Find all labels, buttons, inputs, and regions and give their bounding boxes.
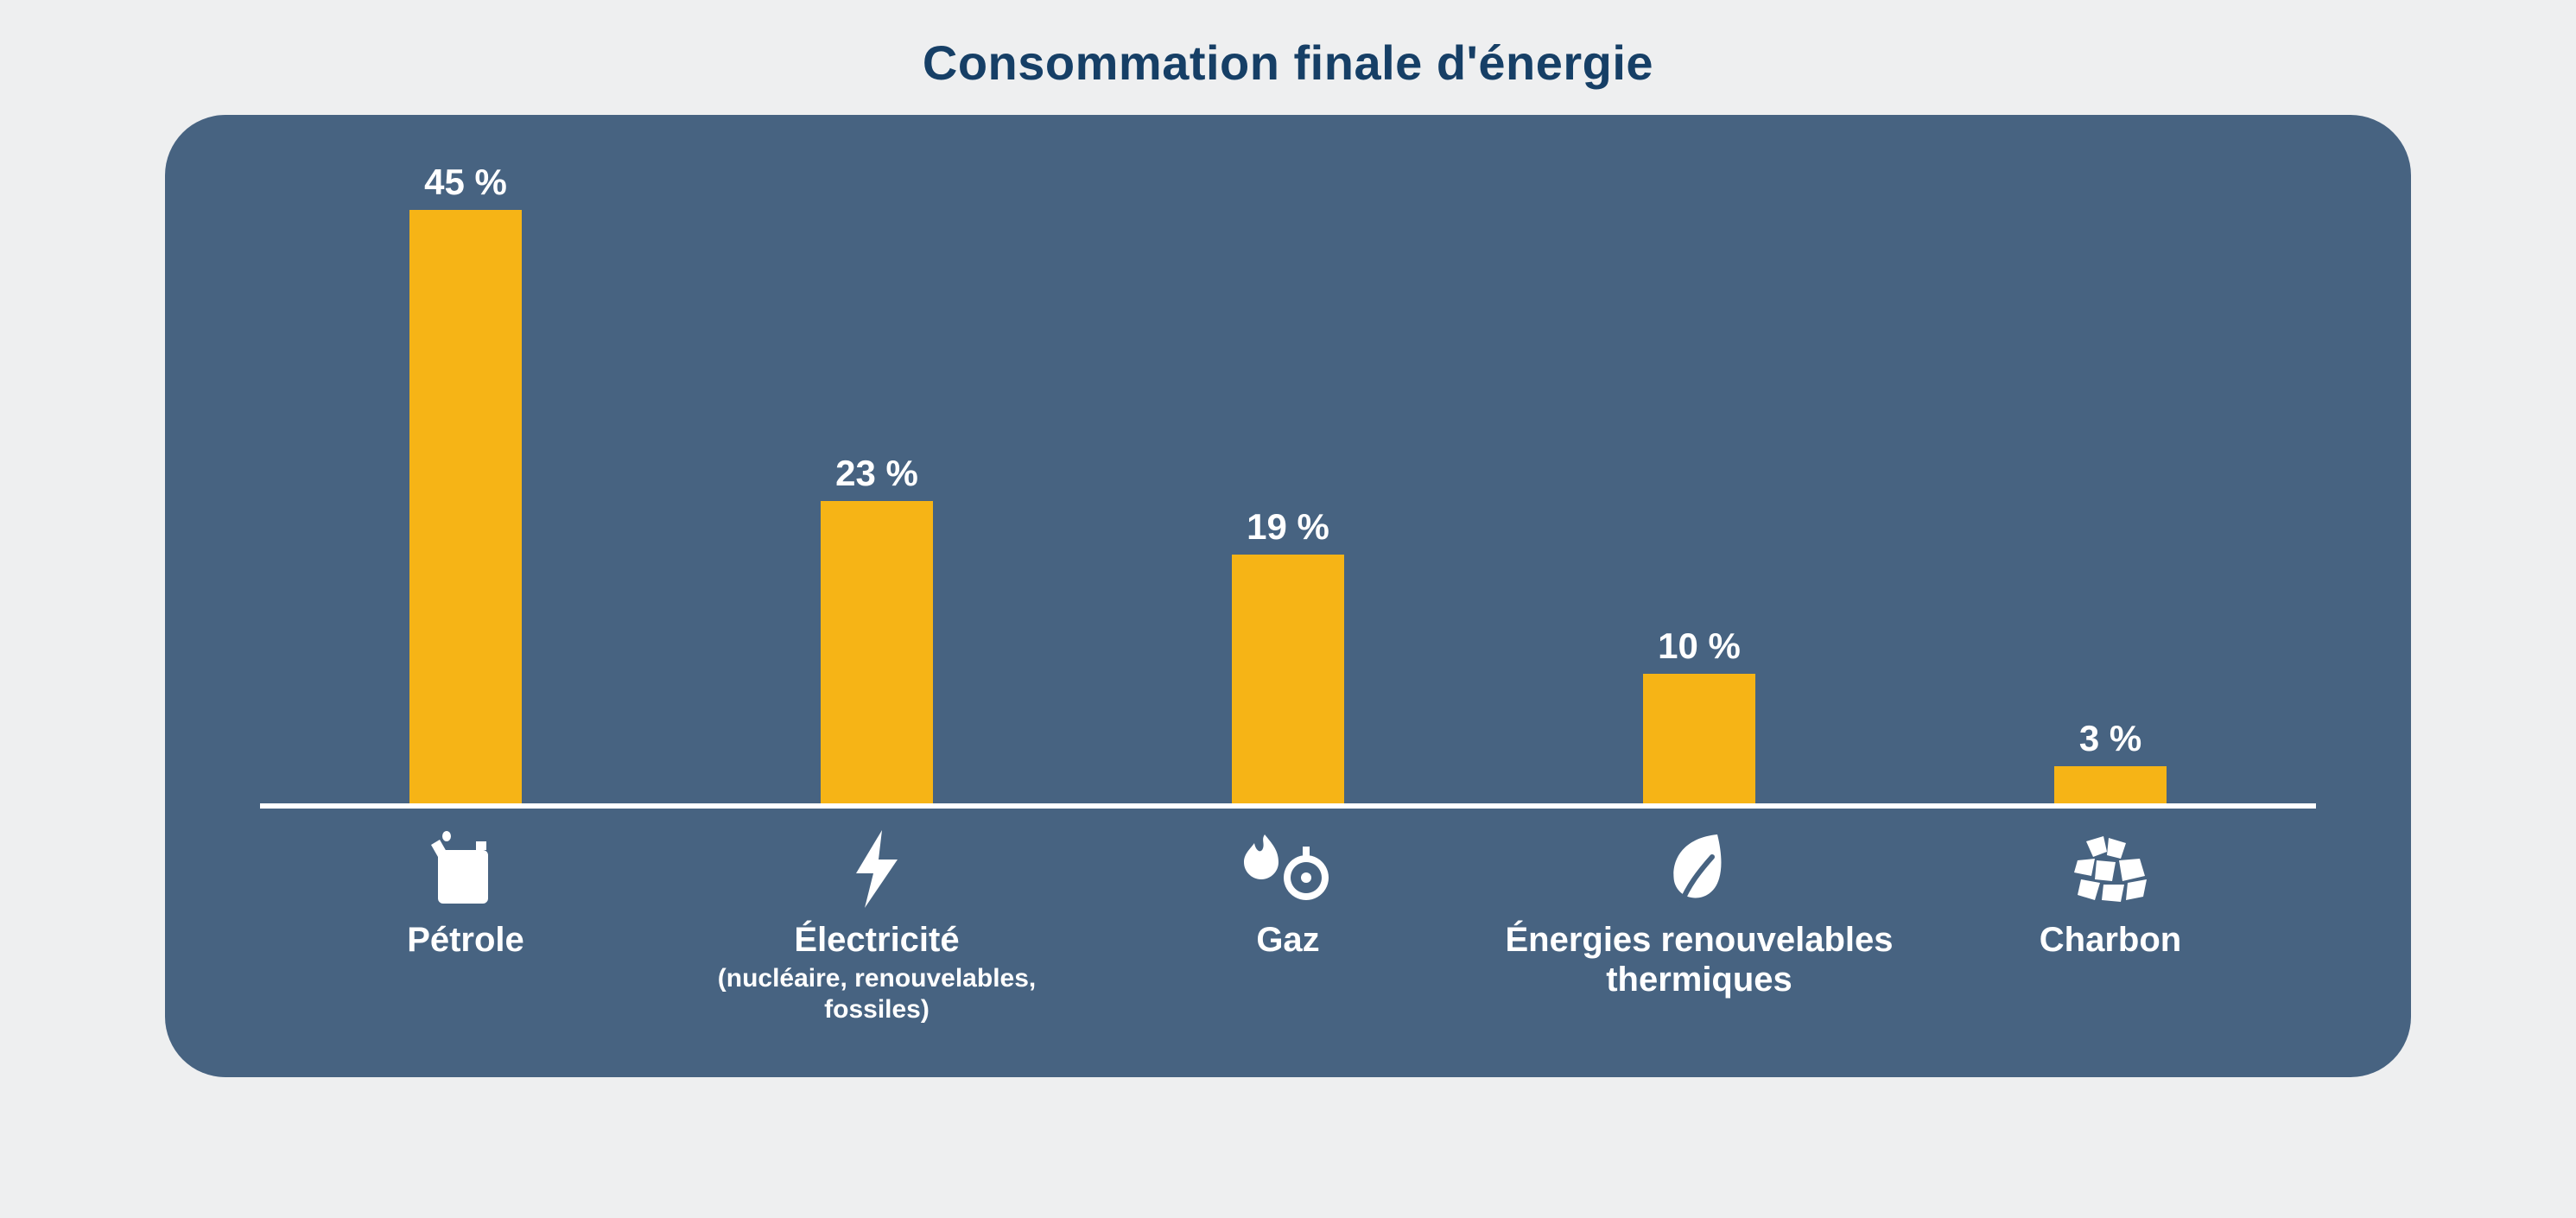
electricity-icon xyxy=(849,830,904,908)
bar xyxy=(821,501,933,806)
bar-value: 19 % xyxy=(1247,506,1329,548)
label-col-charbon: Charbon xyxy=(1905,830,2316,1025)
label-col-gaz: Gaz xyxy=(1082,830,1494,1025)
labels-row: Pétrole Électricité (nucléaire, renouvel… xyxy=(260,830,2316,1025)
bar xyxy=(1643,674,1755,806)
label-col-petrole: Pétrole xyxy=(260,830,671,1025)
gas-icon xyxy=(1240,830,1336,908)
category-label: Électricité xyxy=(794,920,959,960)
renewable-icon xyxy=(1666,830,1733,908)
page: Consommation finale d'énergie 45 % 23 % … xyxy=(0,0,2576,1218)
bar-value: 23 % xyxy=(835,453,918,494)
category-sublabel: (nucléaire, renouvelables, fossiles) xyxy=(671,963,1082,1025)
bars-row: 45 % 23 % 19 % 10 % 3 % xyxy=(260,149,2316,806)
bar-col-renouvelables: 10 % xyxy=(1494,625,1905,806)
coal-icon xyxy=(2069,830,2152,908)
category-label: Pétrole xyxy=(407,920,524,960)
label-col-electricite: Électricité (nucléaire, renouvelables, f… xyxy=(671,830,1082,1025)
category-label: Énergies renouvelables thermiques xyxy=(1494,920,1905,999)
bar-col-petrole: 45 % xyxy=(260,162,671,806)
label-col-renouvelables: Énergies renouvelables thermiques xyxy=(1494,830,1905,1025)
chart-title: Consommation finale d'énergie xyxy=(923,35,1653,91)
chart-baseline xyxy=(260,803,2316,809)
bar-value: 10 % xyxy=(1658,625,1741,667)
chart-area: 45 % 23 % 19 % 10 % 3 % xyxy=(260,149,2316,806)
category-label: Gaz xyxy=(1256,920,1319,960)
chart-panel: 45 % 23 % 19 % 10 % 3 % xyxy=(165,115,2411,1077)
bar-value: 45 % xyxy=(424,162,507,203)
bar xyxy=(1232,555,1344,806)
category-label: Charbon xyxy=(2040,920,2181,960)
bar-value: 3 % xyxy=(2079,718,2141,759)
petrol-icon xyxy=(431,830,500,908)
bar-col-gaz: 19 % xyxy=(1082,506,1494,806)
bar xyxy=(409,210,522,806)
bar-col-charbon: 3 % xyxy=(1905,718,2316,806)
bar-col-electricite: 23 % xyxy=(671,453,1082,806)
bar xyxy=(2054,766,2167,806)
